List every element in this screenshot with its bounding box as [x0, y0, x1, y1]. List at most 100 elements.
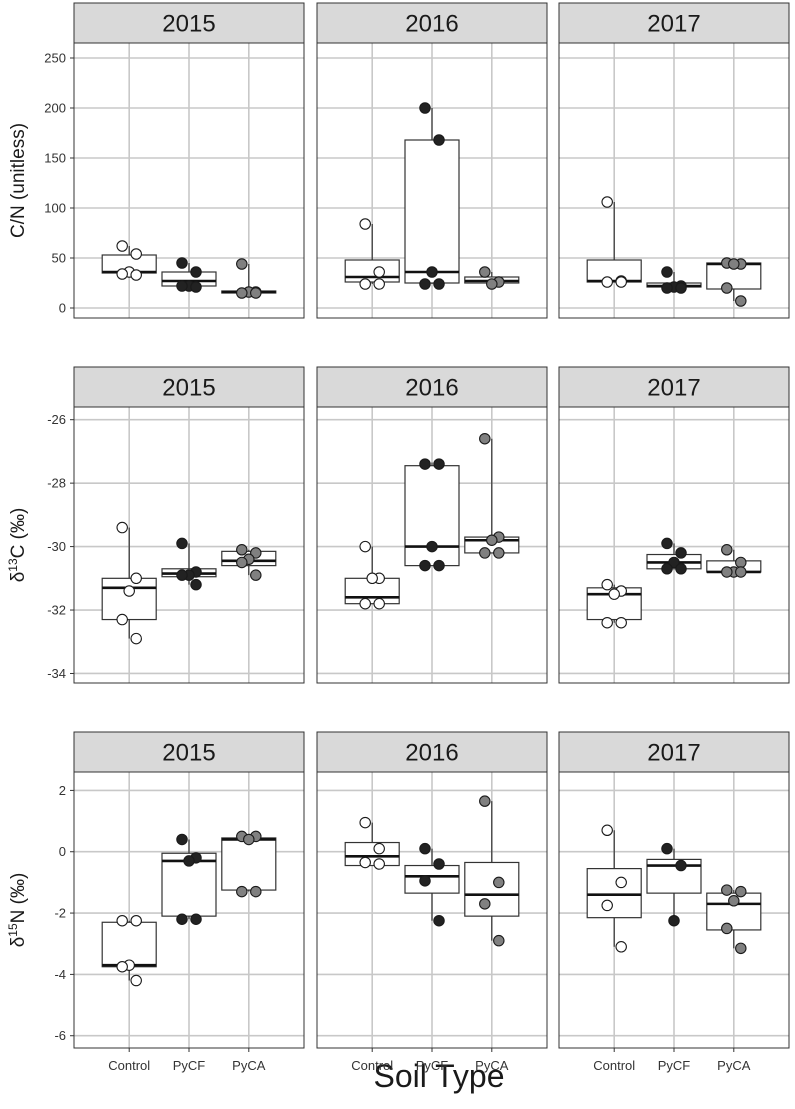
- data-point: [190, 266, 202, 278]
- data-point: [366, 572, 378, 585]
- box-control: [586, 196, 642, 288]
- x-tick-label: PyCF: [173, 1058, 206, 1073]
- data-point: [130, 248, 142, 260]
- data-point: [661, 563, 673, 575]
- data-point: [433, 278, 445, 290]
- box-control: [101, 914, 157, 987]
- box-body: [586, 259, 642, 283]
- box-pycf: [404, 842, 460, 927]
- data-point: [668, 914, 680, 927]
- data-point: [373, 597, 385, 610]
- box-pyca: [221, 830, 277, 898]
- y-axis-title-end: N (‰): [8, 873, 29, 924]
- data-point: [728, 258, 740, 270]
- y-tick-label: -26: [47, 412, 66, 427]
- strip-background: [558, 366, 790, 408]
- data-point: [176, 257, 188, 269]
- data-point: [250, 885, 262, 898]
- data-point: [735, 556, 747, 569]
- data-point: [486, 534, 498, 546]
- data-point: [735, 885, 747, 898]
- strip-background: [73, 2, 305, 44]
- data-point: [608, 588, 620, 600]
- strip-label: 2015: [162, 740, 215, 767]
- data-point: [373, 278, 385, 290]
- box-body: [464, 861, 520, 917]
- y-tick-label: -30: [47, 539, 66, 554]
- panel-frame: [316, 42, 548, 319]
- box-pycf: [404, 102, 460, 290]
- box-body: [344, 841, 400, 867]
- box-pyca: [221, 544, 277, 581]
- data-point: [601, 616, 613, 629]
- y-tick-label: 0: [59, 301, 66, 316]
- data-point: [373, 842, 385, 855]
- panel-frame: [558, 42, 790, 319]
- panel-frame: [73, 42, 305, 319]
- data-point: [433, 914, 445, 927]
- box-body: [404, 864, 460, 894]
- y-tick-label: 2: [59, 783, 66, 798]
- data-point: [116, 268, 128, 280]
- data-point: [130, 269, 142, 281]
- box-control: [344, 218, 400, 290]
- data-point: [359, 218, 371, 230]
- x-tick-label: PyCF: [416, 1058, 449, 1073]
- data-point: [493, 547, 505, 559]
- data-point: [359, 856, 371, 869]
- data-point: [675, 547, 687, 559]
- data-point: [721, 544, 733, 556]
- box-pycf: [161, 257, 217, 293]
- y-tick-label: -2: [54, 906, 66, 921]
- box-control: [586, 824, 642, 953]
- data-point: [236, 287, 248, 299]
- box-control: [344, 540, 400, 610]
- box-body: [101, 577, 157, 621]
- box-pycf: [161, 833, 217, 925]
- data-point: [176, 913, 188, 925]
- data-point: [615, 276, 627, 288]
- data-point: [359, 816, 371, 829]
- panel-2017: 2017 Control PyCF PyCA: [558, 731, 790, 1073]
- data-point: [419, 458, 431, 470]
- x-tick-label: Control: [593, 1058, 635, 1073]
- strip-background: [316, 731, 548, 773]
- data-point: [615, 941, 627, 953]
- data-point: [116, 613, 128, 626]
- box-body: [586, 867, 642, 919]
- data-point: [601, 824, 613, 837]
- y-axis-title-superscript: 15: [6, 923, 20, 937]
- data-point: [116, 914, 128, 927]
- strip-background: [316, 2, 548, 44]
- data-point: [735, 942, 747, 955]
- panel-frame: [316, 406, 548, 684]
- y-tick-label: 50: [52, 251, 66, 266]
- strip-background: [558, 731, 790, 773]
- data-point: [675, 859, 687, 872]
- data-point: [130, 914, 142, 927]
- y-tick-label: -32: [47, 603, 66, 618]
- data-point: [359, 278, 371, 290]
- data-point: [176, 569, 188, 581]
- box-pyca: [464, 795, 520, 947]
- y-tick-label: 100: [44, 201, 66, 216]
- y-axis-title-superscript: 13: [6, 558, 20, 572]
- data-point: [601, 276, 613, 288]
- data-point: [426, 540, 438, 553]
- data-point: [433, 134, 445, 146]
- data-point: [183, 855, 195, 867]
- box-pyca: [464, 266, 520, 290]
- strip-label: 2015: [162, 11, 215, 38]
- data-point: [728, 895, 740, 907]
- data-point: [116, 960, 128, 973]
- data-point: [433, 858, 445, 870]
- data-point: [479, 898, 491, 910]
- data-point: [116, 240, 128, 252]
- data-point: [479, 432, 491, 445]
- data-point: [123, 585, 135, 597]
- strip-label: 2016: [405, 740, 458, 767]
- strip-background: [73, 731, 305, 773]
- data-point: [130, 632, 142, 645]
- data-point: [661, 282, 673, 294]
- data-point: [433, 458, 445, 470]
